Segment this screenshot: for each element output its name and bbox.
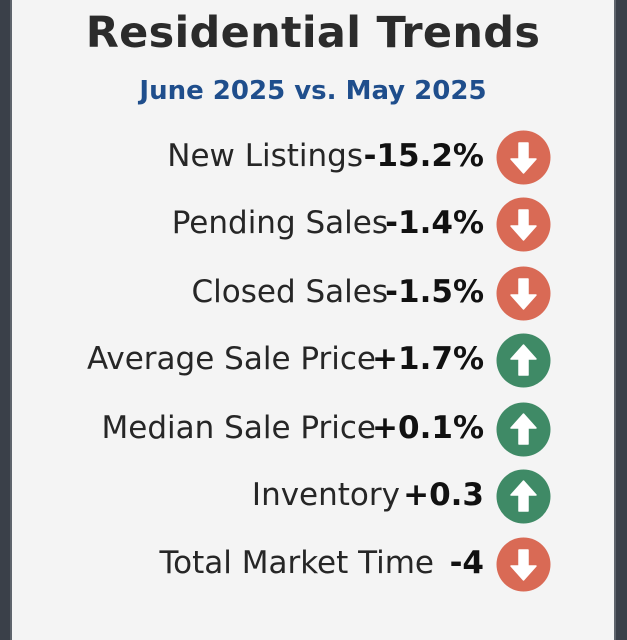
metric-label: Median Sale Price <box>101 410 376 446</box>
arrow-down-icon <box>496 537 551 592</box>
metric-value: +0.3 <box>403 477 484 513</box>
metric-value: -1.5% <box>385 274 484 310</box>
residential-trends-card: Residential Trends June 2025 vs. May 202… <box>10 0 616 640</box>
arrow-down-icon <box>496 197 551 252</box>
page-title: Residential Trends <box>85 8 541 58</box>
metric-label: Average Sale Price <box>87 341 376 377</box>
metric-row-new-listings: New Listings -15.2% <box>12 130 618 186</box>
metric-row-average-sale-price: Average Sale Price +1.7% <box>12 333 618 389</box>
metric-value: -15.2% <box>363 138 484 174</box>
metric-row-pending-sales: Pending Sales -1.4% <box>12 197 618 253</box>
arrow-up-icon <box>496 469 551 524</box>
metric-value: -4 <box>449 545 484 581</box>
metric-label: Pending Sales <box>171 205 388 241</box>
arrow-up-icon <box>496 333 551 388</box>
metric-row-inventory: Inventory +0.3 <box>12 469 618 525</box>
metric-label: New Listings <box>167 138 363 174</box>
comparison-subtitle: June 2025 vs. May 2025 <box>139 76 487 106</box>
arrow-down-icon <box>496 130 551 185</box>
metric-value: +0.1% <box>372 410 484 446</box>
arrow-up-icon <box>496 402 551 457</box>
metric-value: -1.4% <box>385 205 484 241</box>
metric-label: Closed Sales <box>191 274 389 310</box>
metric-label: Total Market Time <box>159 545 434 581</box>
metric-label: Inventory <box>251 477 400 513</box>
metric-row-total-market-time: Total Market Time -4 <box>12 537 618 593</box>
metric-row-median-sale-price: Median Sale Price +0.1% <box>12 402 618 458</box>
arrow-down-icon <box>496 266 551 321</box>
metric-row-closed-sales: Closed Sales -1.5% <box>12 266 618 322</box>
metric-value: +1.7% <box>372 341 484 377</box>
